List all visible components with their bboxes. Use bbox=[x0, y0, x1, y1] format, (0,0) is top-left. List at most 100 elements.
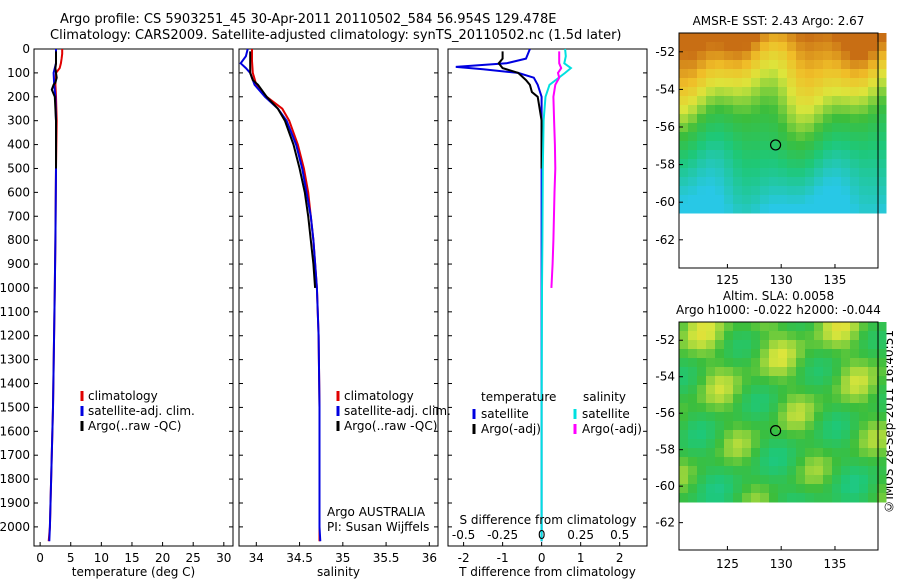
map-cell bbox=[814, 421, 824, 431]
map-cell bbox=[841, 358, 851, 368]
map-cell bbox=[796, 78, 806, 88]
map-cell bbox=[850, 87, 860, 97]
map-cell bbox=[679, 340, 689, 350]
map-cell bbox=[760, 421, 770, 431]
sst-map-xtick-label: 135 bbox=[824, 273, 847, 287]
map-cell bbox=[787, 340, 797, 350]
map-cell bbox=[841, 69, 851, 79]
map-cell bbox=[832, 96, 842, 106]
map-cell bbox=[805, 412, 815, 422]
map-cell bbox=[814, 439, 824, 449]
map-cell bbox=[814, 78, 824, 88]
map-cell bbox=[778, 141, 788, 151]
map-cell bbox=[787, 132, 797, 142]
map-cell bbox=[868, 159, 878, 169]
map-cell bbox=[823, 331, 833, 341]
map-cell bbox=[751, 457, 761, 467]
map-cell bbox=[742, 69, 752, 79]
sla-map-ytick-label: -52 bbox=[655, 333, 675, 347]
map-cell bbox=[832, 141, 842, 151]
map-cell bbox=[742, 186, 752, 196]
map-cell bbox=[841, 466, 851, 476]
map-cell bbox=[679, 96, 689, 106]
map-cell bbox=[778, 42, 788, 52]
map-cell bbox=[697, 349, 707, 359]
map-cell bbox=[742, 51, 752, 61]
diff-s-tick-label: -0.5 bbox=[452, 528, 475, 542]
map-cell bbox=[724, 105, 734, 115]
differences-xtick-label: 0 bbox=[538, 551, 546, 565]
map-cell bbox=[733, 376, 743, 386]
map-cell bbox=[796, 466, 806, 476]
map-cell bbox=[841, 42, 851, 52]
header-line-1: Argo profile: CS 5903251_45 30-Apr-2011 … bbox=[60, 12, 557, 27]
map-cell bbox=[769, 123, 779, 133]
map-cell bbox=[805, 204, 815, 214]
map-cell bbox=[850, 421, 860, 431]
map-cell bbox=[715, 349, 725, 359]
map-cell bbox=[715, 33, 725, 43]
map-cell bbox=[850, 493, 860, 503]
map-cell bbox=[679, 439, 689, 449]
map-cell bbox=[679, 195, 689, 205]
map-cell bbox=[832, 466, 842, 476]
map-cell bbox=[805, 186, 815, 196]
map-cell bbox=[769, 195, 779, 205]
map-cell bbox=[760, 60, 770, 70]
map-cell bbox=[679, 493, 689, 503]
map-cell bbox=[823, 186, 833, 196]
map-cell bbox=[796, 177, 806, 187]
map-cell bbox=[850, 331, 860, 341]
map-cell bbox=[706, 69, 716, 79]
map-cell bbox=[724, 132, 734, 142]
map-cell bbox=[760, 204, 770, 214]
map-cell bbox=[805, 168, 815, 178]
map-cell bbox=[769, 349, 779, 359]
map-cell bbox=[751, 403, 761, 413]
map-cell bbox=[778, 421, 788, 431]
map-cell bbox=[868, 457, 878, 467]
map-cell bbox=[859, 105, 869, 115]
map-cell bbox=[850, 168, 860, 178]
map-cell bbox=[742, 385, 752, 395]
map-cell bbox=[706, 412, 716, 422]
map-cell bbox=[706, 349, 716, 359]
map-cell bbox=[796, 132, 806, 142]
map-cell bbox=[760, 186, 770, 196]
map-cell bbox=[760, 457, 770, 467]
map-cell bbox=[733, 331, 743, 341]
map-cell bbox=[787, 42, 797, 52]
map-cell bbox=[850, 394, 860, 404]
map-cell bbox=[679, 430, 689, 440]
map-cell bbox=[688, 367, 698, 377]
map-cell bbox=[751, 105, 761, 115]
map-cell bbox=[796, 195, 806, 205]
map-cell bbox=[832, 114, 842, 124]
map-cell bbox=[724, 60, 734, 70]
map-cell bbox=[850, 349, 860, 359]
map-cell bbox=[823, 168, 833, 178]
map-cell bbox=[697, 33, 707, 43]
map-cell bbox=[688, 484, 698, 494]
map-cell bbox=[751, 69, 761, 79]
depth-tick-label: 100 bbox=[7, 66, 30, 80]
map-cell bbox=[877, 168, 887, 178]
map-cell bbox=[688, 430, 698, 440]
map-cell bbox=[706, 448, 716, 458]
map-cell bbox=[805, 195, 815, 205]
map-cell bbox=[877, 105, 887, 115]
map-cell bbox=[715, 132, 725, 142]
map-cell bbox=[850, 51, 860, 61]
map-cell bbox=[814, 340, 824, 350]
map-cell bbox=[814, 132, 824, 142]
map-cell bbox=[706, 475, 716, 485]
map-cell bbox=[850, 78, 860, 88]
map-cell bbox=[688, 141, 698, 151]
map-cell bbox=[751, 60, 761, 70]
temperature-legend-item: Argo(..raw -QC) bbox=[88, 419, 181, 433]
map-cell bbox=[688, 159, 698, 169]
map-cell bbox=[778, 412, 788, 422]
map-cell bbox=[814, 87, 824, 97]
map-cell bbox=[733, 340, 743, 350]
map-cell bbox=[679, 132, 689, 142]
